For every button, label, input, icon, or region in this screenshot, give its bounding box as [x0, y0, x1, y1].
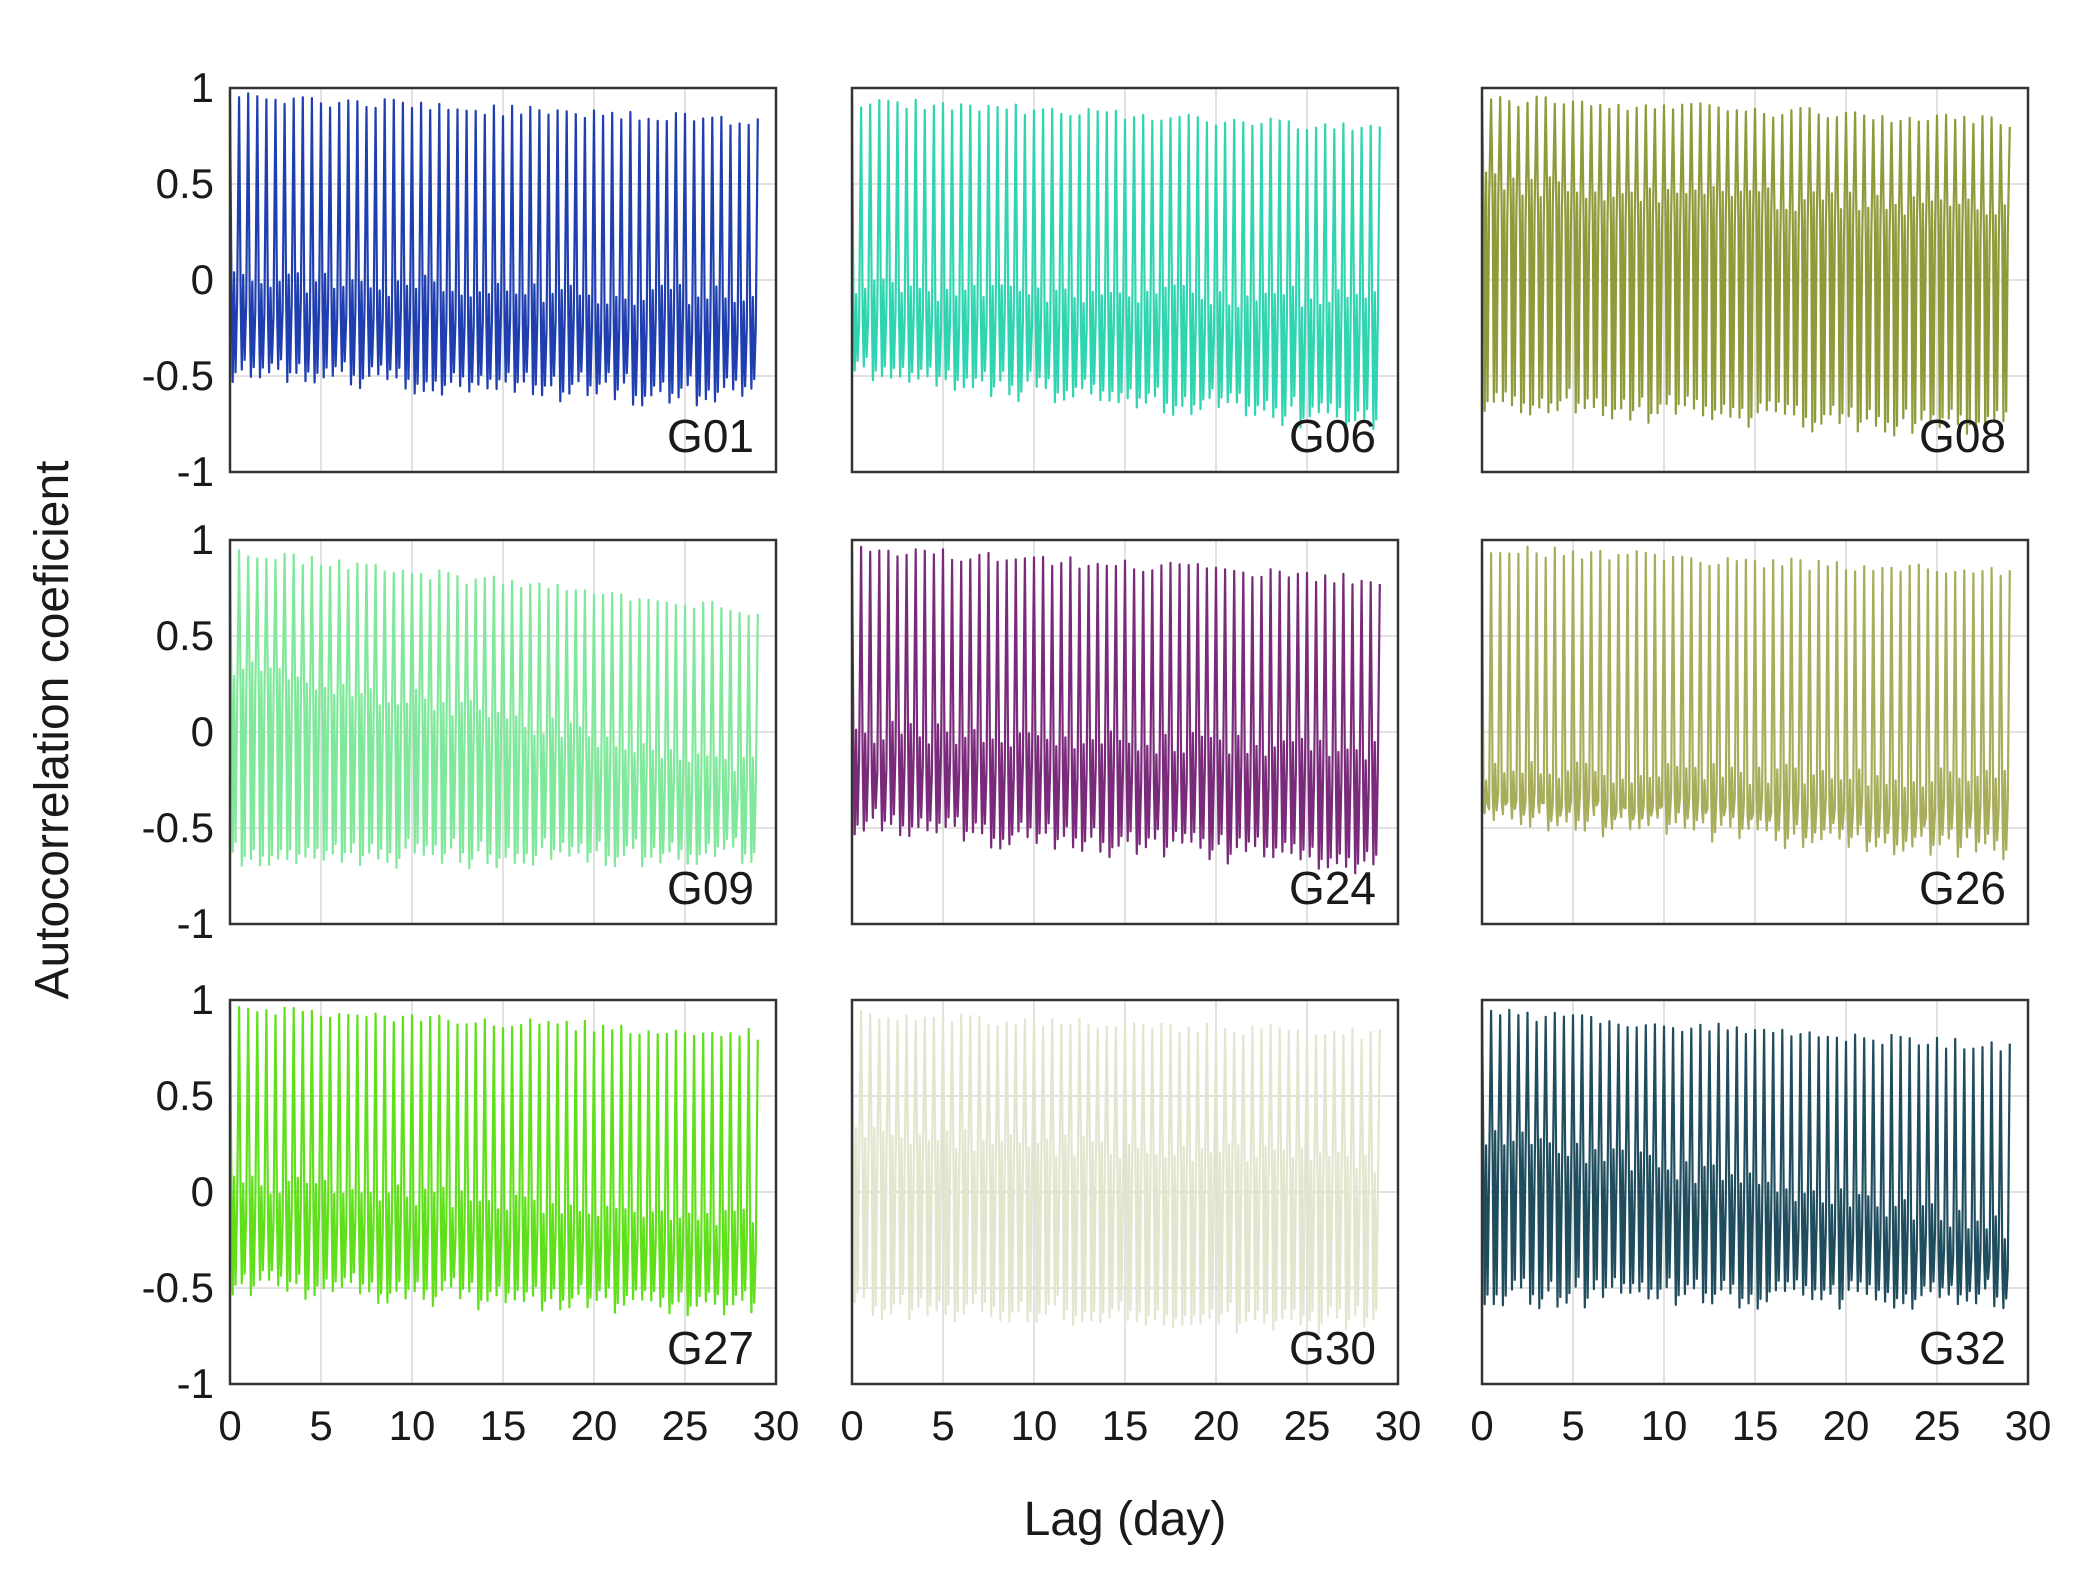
- panel-label: G09: [667, 862, 754, 914]
- x-tick-label: 5: [931, 1402, 954, 1449]
- y-tick-label: -0.5: [142, 1264, 214, 1311]
- panel-label: G06: [1289, 410, 1376, 462]
- series-line-g26: [1482, 545, 2011, 861]
- panel-frame: [850, 998, 1400, 1386]
- y-tick-label: 1: [191, 976, 214, 1023]
- panel-frame: [850, 538, 1400, 926]
- panel-label: G32: [1919, 1322, 2006, 1374]
- y-tick-label: 0: [191, 256, 214, 303]
- x-tick-label: 15: [480, 1402, 527, 1449]
- panel-label: G27: [667, 1322, 754, 1374]
- y-tick-label: -0.5: [142, 804, 214, 851]
- x-tick-label: 30: [1375, 1402, 1422, 1449]
- panel-frame: [1480, 538, 2030, 926]
- x-tick-label: 15: [1732, 1402, 1779, 1449]
- panel-g24: G24: [850, 538, 1400, 926]
- y-tick-label: 0: [191, 1168, 214, 1215]
- panel-label: G30: [1289, 1322, 1376, 1374]
- series-line-g24: [852, 545, 1381, 875]
- x-tick-label: 5: [1561, 1402, 1584, 1449]
- y-tick-label: -1: [177, 1360, 214, 1407]
- y-tick-label: -1: [177, 900, 214, 947]
- panel-frame: [228, 538, 778, 926]
- y-tick-label: 0.5: [156, 1072, 214, 1119]
- panel-g32: G32 0 5 10 15 20 25 30: [1470, 998, 2052, 1449]
- x-tick-label: 15: [1102, 1402, 1149, 1449]
- x-tick-label: 5: [309, 1402, 332, 1449]
- series-line-g30: [852, 1010, 1381, 1335]
- series-line-g08: [1482, 95, 2011, 437]
- y-tick-label: 0: [191, 708, 214, 755]
- x-axis-label: Lag (day): [1024, 1493, 1227, 1546]
- panel-g01: G01 1 0.5 0 -0.5 -1: [142, 64, 778, 495]
- panel-frame: [228, 998, 778, 1386]
- panel-frame: [850, 86, 1400, 474]
- panel-frame: [1480, 86, 2030, 474]
- panel-label: G24: [1289, 862, 1376, 914]
- y-tick-label: 0.5: [156, 612, 214, 659]
- panel-g30: G30 0 5 10 15 20 25 30: [840, 998, 1422, 1449]
- panel-label: G26: [1919, 862, 2006, 914]
- x-tick-label: 10: [1641, 1402, 1688, 1449]
- x-tick-label: 0: [1470, 1402, 1493, 1449]
- panels-group: G01 1 0.5 0 -0.5 -1 G06 G08 G09 1 0.5 0 -0.5 -1 G24 G26…: [142, 64, 2052, 1449]
- x-tick-label: 30: [2005, 1402, 2052, 1449]
- x-tick-label: 10: [389, 1402, 436, 1449]
- panel-g08: G08: [1480, 86, 2030, 474]
- x-tick-label: 20: [1193, 1402, 1240, 1449]
- y-tick-label: -0.5: [142, 352, 214, 399]
- y-tick-label: 1: [191, 516, 214, 563]
- series-line-g32: [1482, 1008, 2011, 1310]
- panel-g06: G06: [850, 86, 1400, 474]
- panel-g09: G09 1 0.5 0 -0.5 -1: [142, 516, 778, 947]
- series-line-g01: [230, 92, 759, 407]
- series-line-g09: [230, 549, 759, 870]
- y-tick-label: -1: [177, 448, 214, 495]
- x-tick-label: 10: [1011, 1402, 1058, 1449]
- y-tick-label: 1: [191, 64, 214, 111]
- panel-label: G08: [1919, 410, 2006, 462]
- x-tick-label: 30: [753, 1402, 800, 1449]
- panel-frame: [228, 86, 778, 474]
- x-tick-label: 20: [571, 1402, 618, 1449]
- series-line-g06: [852, 97, 1381, 432]
- x-tick-label: 0: [840, 1402, 863, 1449]
- panel-frame: [1480, 998, 2030, 1386]
- panel-label: G01: [667, 410, 754, 462]
- x-tick-label: 20: [1823, 1402, 1870, 1449]
- x-tick-label: 25: [1284, 1402, 1331, 1449]
- series-line-g27: [230, 1006, 759, 1317]
- y-axis-label: Autocorrelation coeficient: [26, 461, 79, 1000]
- panel-g26: G26: [1480, 538, 2030, 926]
- x-tick-label: 25: [1914, 1402, 1961, 1449]
- x-tick-label: 25: [662, 1402, 709, 1449]
- y-tick-label: 0.5: [156, 160, 214, 207]
- x-tick-label: 0: [218, 1402, 241, 1449]
